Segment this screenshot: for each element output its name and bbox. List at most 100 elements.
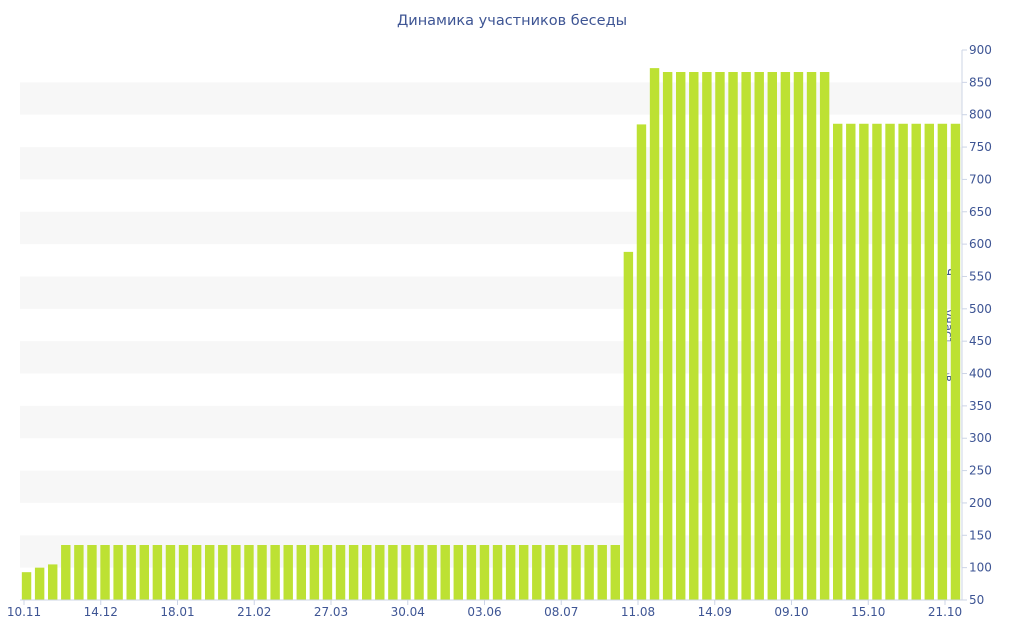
bar[interactable] bbox=[126, 545, 136, 600]
bar[interactable] bbox=[48, 564, 58, 600]
bar[interactable] bbox=[74, 545, 84, 600]
x-tick-label: 30.04 bbox=[391, 605, 425, 619]
y-tick-label: 50 bbox=[969, 593, 984, 607]
x-tick-label: 08.07 bbox=[544, 605, 578, 619]
y-tick-label: 400 bbox=[969, 367, 992, 381]
bar[interactable] bbox=[362, 545, 372, 600]
bar[interactable] bbox=[283, 545, 293, 600]
x-tick-label: 14.09 bbox=[698, 605, 732, 619]
chart-title: Динамика участников беседы bbox=[396, 13, 628, 29]
bar[interactable] bbox=[375, 545, 385, 600]
y-tick-label: 600 bbox=[969, 237, 992, 251]
grid-band bbox=[20, 211, 962, 245]
bar[interactable] bbox=[754, 72, 764, 600]
bar[interactable] bbox=[440, 545, 450, 600]
bar[interactable] bbox=[401, 545, 411, 600]
bar[interactable] bbox=[21, 572, 32, 600]
bar[interactable] bbox=[309, 545, 320, 600]
bar[interactable] bbox=[950, 123, 961, 600]
bar[interactable] bbox=[244, 545, 254, 600]
bar[interactable] bbox=[610, 545, 620, 600]
bar[interactable] bbox=[702, 72, 712, 600]
bar[interactable] bbox=[558, 545, 568, 600]
y-tick-label: 350 bbox=[969, 399, 992, 413]
x-tick-label: 18.01 bbox=[160, 605, 194, 619]
bar[interactable] bbox=[715, 72, 725, 600]
bar[interactable] bbox=[885, 123, 895, 600]
y-tick-label: 200 bbox=[969, 496, 992, 510]
bar[interactable] bbox=[649, 68, 660, 601]
y-tick-label: 150 bbox=[969, 528, 992, 542]
bar[interactable] bbox=[178, 545, 189, 600]
bar[interactable] bbox=[597, 545, 607, 600]
bar[interactable] bbox=[113, 545, 123, 600]
y-tick-label: 700 bbox=[969, 172, 992, 186]
bar[interactable] bbox=[61, 545, 71, 600]
grid-band bbox=[20, 405, 962, 439]
bar[interactable] bbox=[741, 72, 751, 600]
y-tick-label: 550 bbox=[969, 269, 992, 283]
bar[interactable] bbox=[793, 72, 804, 600]
bar[interactable] bbox=[257, 545, 267, 600]
bar[interactable] bbox=[296, 545, 306, 600]
bar[interactable] bbox=[584, 545, 594, 600]
bar[interactable] bbox=[780, 72, 791, 600]
bar[interactable] bbox=[505, 545, 516, 600]
bar[interactable] bbox=[87, 545, 97, 600]
bar[interactable] bbox=[348, 545, 359, 600]
y-tick-label: 750 bbox=[969, 140, 992, 154]
bar[interactable] bbox=[545, 545, 555, 600]
bar[interactable] bbox=[833, 123, 843, 600]
bar[interactable] bbox=[676, 72, 686, 600]
y-tick-label: 900 bbox=[969, 43, 992, 57]
bar[interactable] bbox=[453, 545, 463, 600]
bar[interactable] bbox=[846, 123, 856, 600]
bar[interactable] bbox=[728, 72, 738, 600]
bar[interactable] bbox=[806, 72, 817, 600]
bar[interactable] bbox=[911, 123, 921, 600]
bar[interactable] bbox=[191, 545, 202, 600]
bar[interactable] bbox=[218, 545, 228, 600]
x-tick-label: 21.02 bbox=[237, 605, 271, 619]
bar[interactable] bbox=[427, 545, 437, 600]
bar[interactable] bbox=[205, 545, 215, 600]
bar[interactable] bbox=[492, 545, 503, 600]
bar[interactable] bbox=[819, 72, 830, 600]
y-tick-label: 800 bbox=[969, 108, 992, 122]
grid-band bbox=[20, 276, 962, 309]
x-tick-label: 15.10 bbox=[851, 605, 885, 619]
bar[interactable] bbox=[767, 72, 777, 600]
bar[interactable] bbox=[623, 251, 634, 600]
x-tick-label: 27.03 bbox=[314, 605, 348, 619]
bar[interactable] bbox=[859, 123, 869, 600]
bar[interactable] bbox=[139, 545, 149, 600]
bar[interactable] bbox=[270, 545, 280, 600]
bar[interactable] bbox=[532, 545, 542, 600]
bar[interactable] bbox=[34, 567, 45, 600]
bar[interactable] bbox=[924, 123, 934, 600]
bar[interactable] bbox=[388, 545, 398, 600]
bar[interactable] bbox=[231, 545, 241, 600]
bar[interactable] bbox=[165, 545, 176, 600]
y-tick-label: 250 bbox=[969, 464, 992, 478]
bar[interactable] bbox=[519, 545, 529, 600]
bar[interactable] bbox=[689, 72, 699, 600]
bar[interactable] bbox=[872, 123, 882, 600]
y-tick-label: 650 bbox=[969, 205, 992, 219]
bar[interactable] bbox=[100, 545, 110, 600]
x-tick-label: 03.06 bbox=[467, 605, 501, 619]
bar[interactable] bbox=[322, 545, 333, 600]
bar[interactable] bbox=[662, 72, 673, 600]
bar[interactable] bbox=[466, 545, 477, 600]
bar[interactable] bbox=[335, 545, 346, 600]
bar[interactable] bbox=[898, 123, 908, 600]
y-tick-label: 850 bbox=[969, 75, 992, 89]
bar[interactable] bbox=[636, 124, 647, 600]
x-tick-label: 10.11 bbox=[7, 605, 41, 619]
bar[interactable] bbox=[571, 545, 581, 600]
bar[interactable] bbox=[414, 545, 424, 600]
bar[interactable] bbox=[479, 545, 490, 600]
bar[interactable] bbox=[937, 123, 948, 600]
bar[interactable] bbox=[152, 545, 163, 600]
